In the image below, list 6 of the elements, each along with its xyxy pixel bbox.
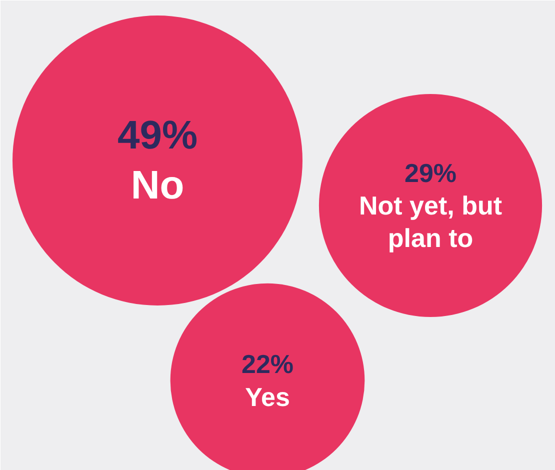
category-label: No (130, 164, 184, 208)
data-label: 29% (404, 158, 457, 188)
category-label: Not yet, but plan to (359, 190, 502, 253)
data-label: 22% (241, 349, 294, 380)
category-label: Yes (245, 382, 290, 412)
data-label: 49% (117, 113, 198, 158)
